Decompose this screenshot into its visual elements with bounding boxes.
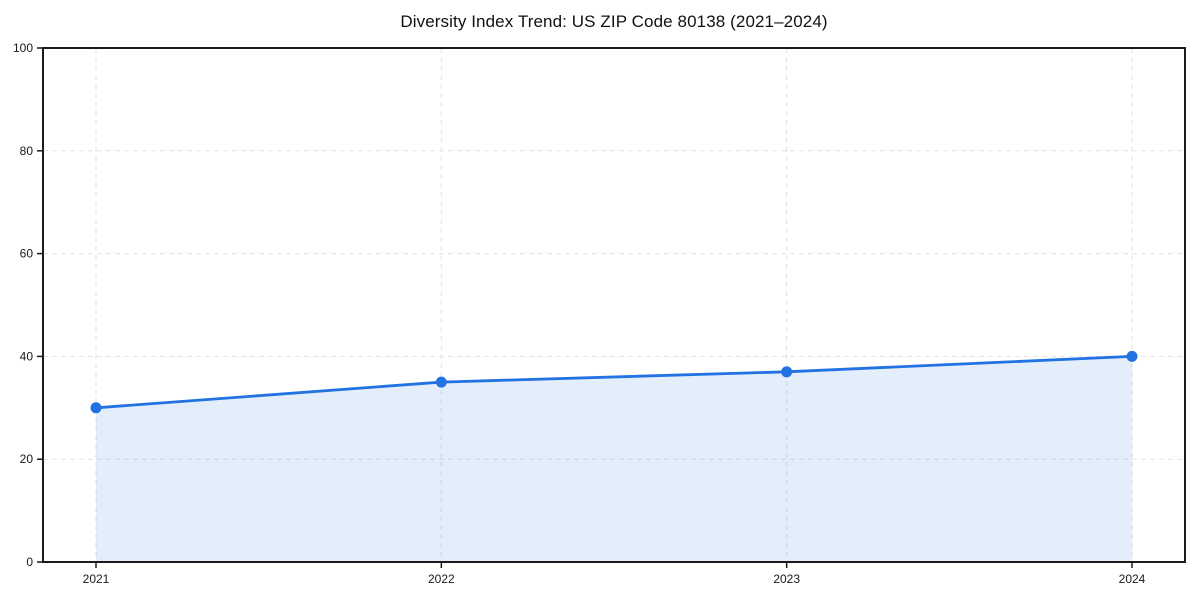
y-tick-label: 0 — [26, 555, 33, 569]
plot-border — [42, 47, 1186, 563]
x-tick-label: 2023 — [773, 572, 800, 586]
x-tick-label: 2021 — [83, 572, 110, 586]
y-tick-label: 40 — [20, 349, 34, 363]
y-tick-label: 80 — [20, 144, 34, 158]
y-tick-label: 60 — [20, 247, 34, 261]
data-point-marker[interactable] — [781, 366, 793, 378]
y-tick-label: 100 — [13, 41, 33, 55]
trend-line — [94, 355, 1134, 410]
y-tick-label: 20 — [20, 452, 34, 466]
x-tick-label: 2024 — [1119, 572, 1146, 586]
area-fill — [96, 356, 1132, 562]
chart-title: Diversity Index Trend: US ZIP Code 80138… — [400, 12, 828, 31]
data-point-marker[interactable] — [435, 376, 447, 388]
x-tick-label: 2022 — [428, 572, 455, 586]
data-point-marker[interactable] — [1126, 350, 1138, 362]
data-point-marker[interactable] — [90, 402, 102, 414]
